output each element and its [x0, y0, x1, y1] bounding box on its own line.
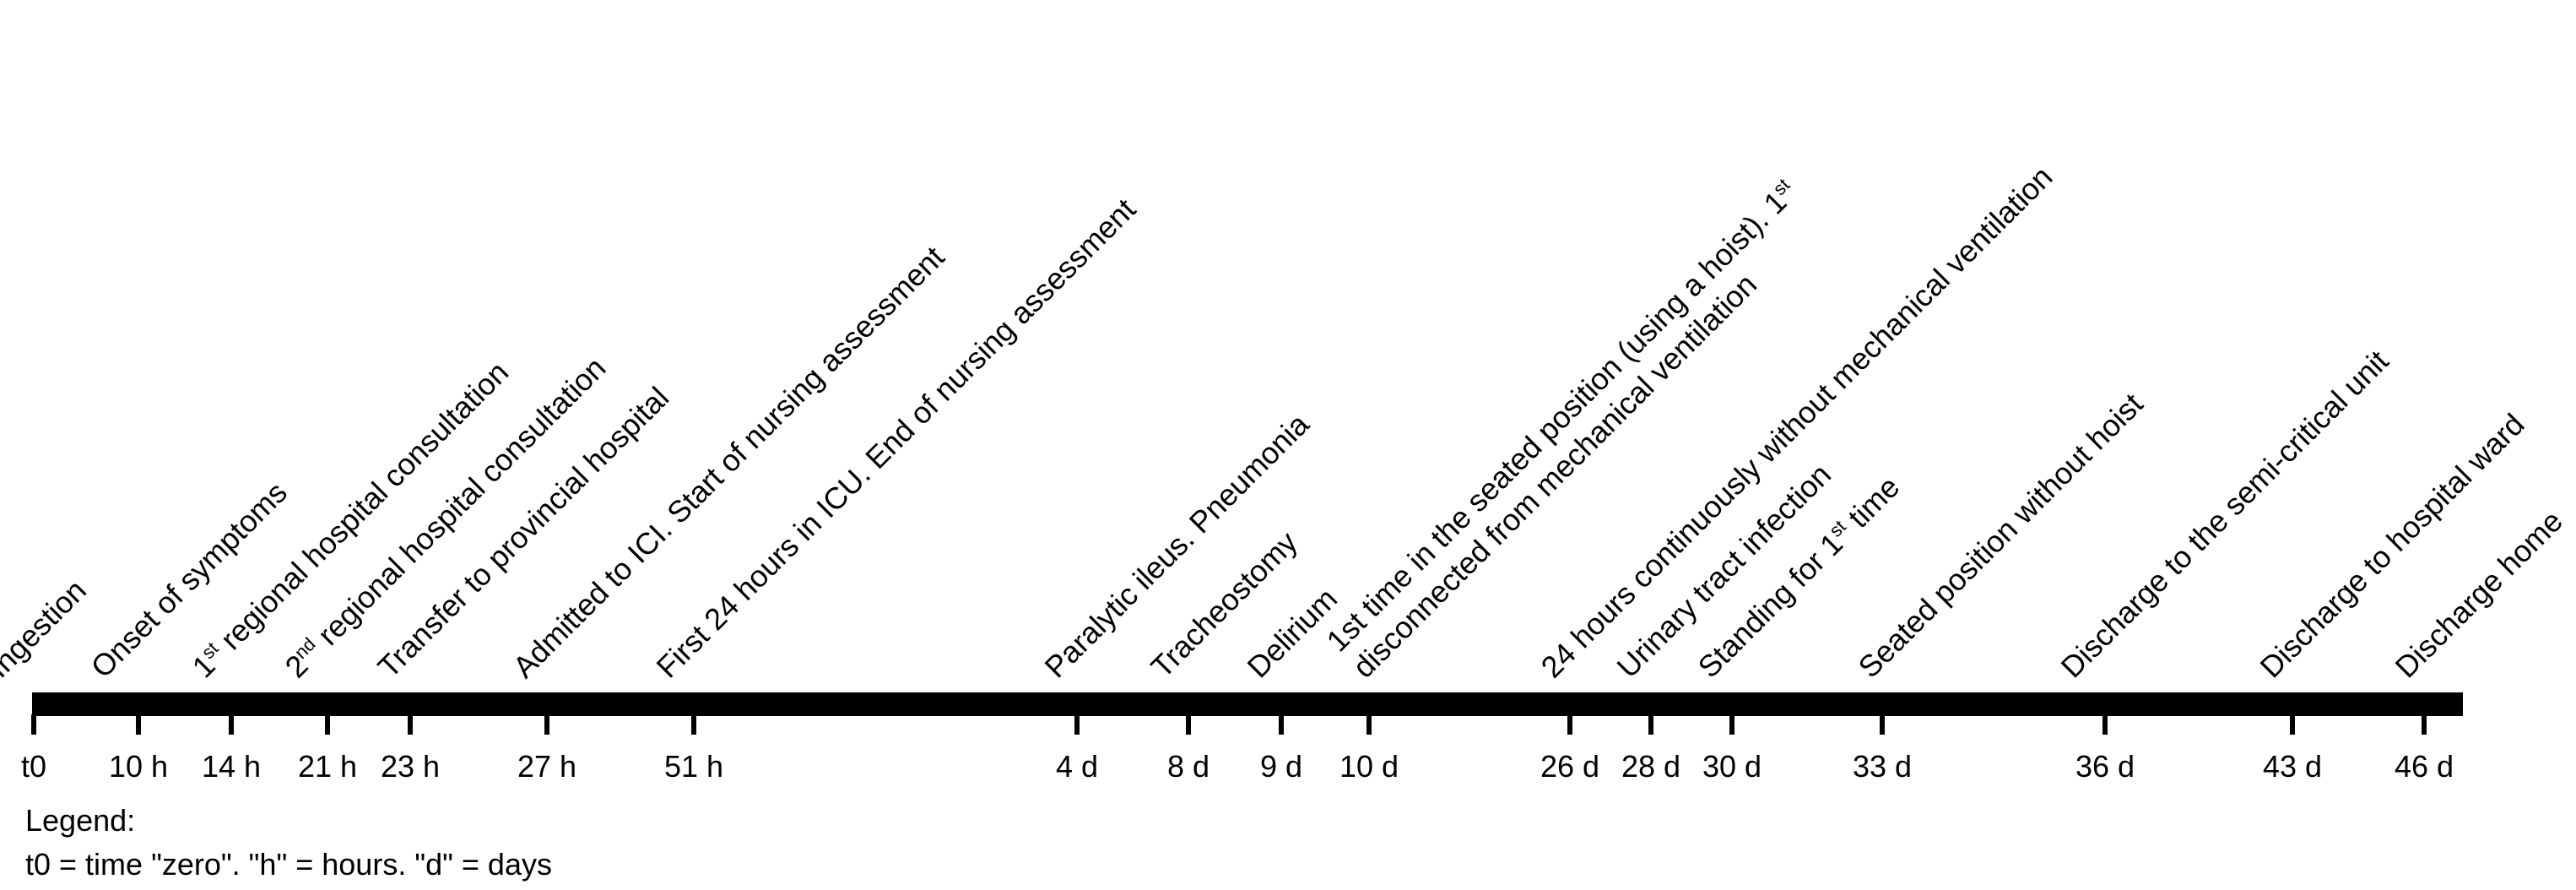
time-label-home: 46 d: [2394, 749, 2454, 784]
tick-delirium: [1279, 714, 1284, 735]
tick-onset: [136, 714, 141, 735]
tick-home: [2422, 714, 2427, 735]
time-label-regional-1: 14 h: [201, 749, 262, 784]
time-label-transfer: 23 h: [380, 749, 441, 784]
time-label-no-ventilation: 26 d: [1540, 749, 1600, 784]
tick-marks: [31, 714, 2427, 735]
timeline-axis-bar: [32, 692, 2463, 716]
time-label-regional-2: 21 h: [297, 749, 358, 784]
tick-uti: [1648, 714, 1653, 735]
tick-regional-2: [325, 714, 330, 735]
tick-semi-critical: [2102, 714, 2108, 735]
tick-seated-no-hoist: [1880, 714, 1885, 735]
time-label-uti: 28 d: [1621, 749, 1681, 784]
time-label-semi-critical: 36 d: [2075, 749, 2135, 784]
time-label-admitted: 27 h: [517, 749, 577, 784]
tick-standing: [1729, 714, 1734, 735]
tick-admitted: [544, 714, 549, 735]
tick-ward: [2290, 714, 2295, 735]
legend-text: t0 = time "zero". "h" = hours. "d" = day…: [25, 847, 552, 882]
tick-transfer: [408, 714, 413, 735]
tick-seated-hoist: [1366, 714, 1372, 735]
time-label-standing: 30 d: [1702, 749, 1762, 784]
tick-regional-1: [229, 714, 234, 735]
time-label-ileus: 4 d: [1055, 749, 1099, 784]
tick-tracheostomy: [1186, 714, 1191, 735]
legend-title: Legend:: [25, 803, 136, 838]
time-label-seated-hoist: 10 d: [1339, 749, 1399, 784]
tick-first-24h: [691, 714, 696, 735]
tick-no-ventilation: [1567, 714, 1572, 735]
time-label-onset: 10 h: [108, 749, 169, 784]
time-label-ward: 43 d: [2262, 749, 2323, 784]
time-label-tracheostomy: 8 d: [1166, 749, 1210, 784]
tick-ingestion: [31, 714, 36, 735]
time-label-seated-no-hoist: 33 d: [1852, 749, 1913, 784]
time-label-ingestion: t0: [20, 749, 47, 784]
tick-ileus: [1074, 714, 1080, 735]
time-label-delirium: 9 d: [1259, 749, 1303, 784]
time-label-first-24h: 51 h: [663, 749, 724, 784]
